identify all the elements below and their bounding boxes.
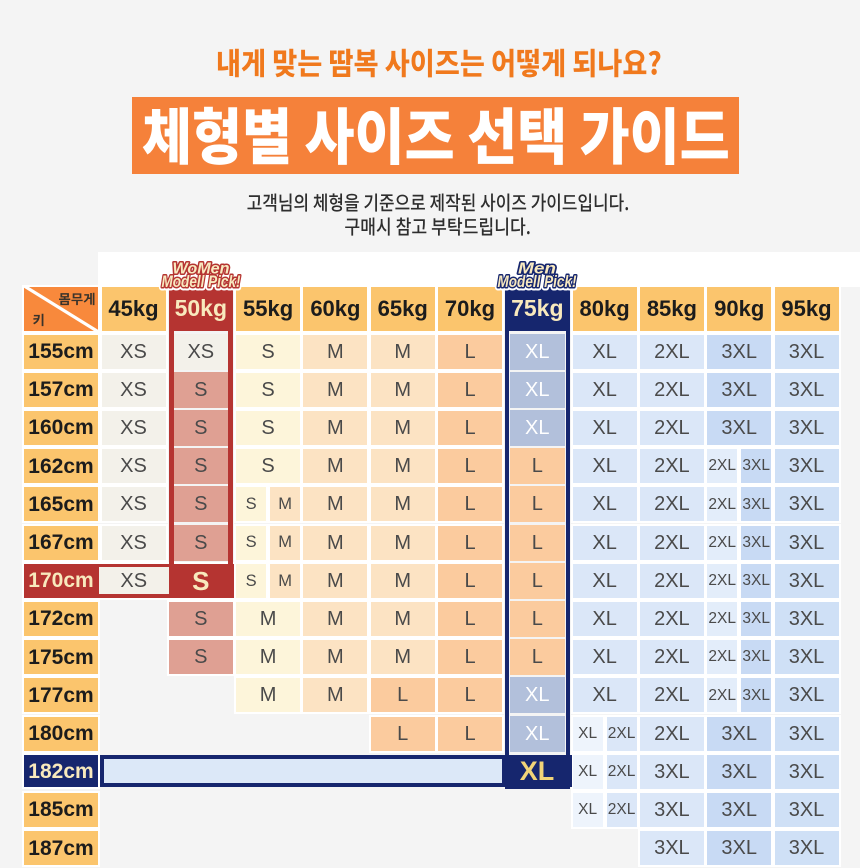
- svg-text:Modell Pick!: Modell Pick!: [498, 273, 577, 291]
- svg-text:Modell Pick!: Modell Pick!: [498, 273, 577, 291]
- svg-text:Modell Pick!: Modell Pick!: [161, 273, 240, 291]
- svg-text:Men: Men: [518, 261, 556, 278]
- svg-text:WoMen: WoMen: [172, 261, 229, 278]
- svg-text:Men: Men: [518, 261, 556, 278]
- svg-text:WoMen: WoMen: [172, 261, 229, 278]
- svg-text:Modell Pick!: Modell Pick!: [161, 273, 240, 291]
